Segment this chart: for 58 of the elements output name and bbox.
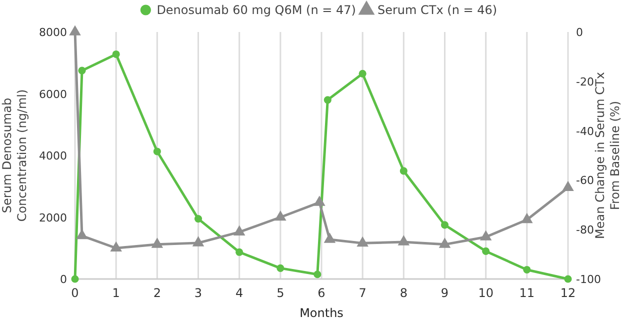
x-tick-label: 7 [358, 286, 366, 300]
point [153, 148, 161, 156]
point [151, 238, 164, 248]
point [480, 230, 492, 240]
point [564, 275, 572, 283]
point [314, 196, 326, 206]
point [314, 270, 322, 278]
point [194, 215, 202, 223]
x-tick-label: 0 [71, 286, 79, 300]
point [438, 238, 451, 248]
y-axis-title: Serum Denosumab Concentration (ng/ml) [0, 89, 29, 222]
point [440, 221, 449, 229]
y-tick-label: 8000 [39, 26, 67, 39]
point [398, 235, 410, 246]
y-tick-label: 2000 [39, 211, 67, 224]
y-tick-label: 6000 [39, 88, 67, 101]
x-tick-label: 2 [153, 286, 161, 300]
point [236, 248, 244, 256]
y2-tick-label: -40 [576, 124, 594, 138]
y-tick-label: 0 [60, 273, 67, 286]
y2-tick-label: -20 [576, 75, 594, 88]
y2-axis-title: Mean Change in Serum CTx From Baseline (%) [593, 72, 622, 239]
point [69, 25, 81, 36]
point [356, 236, 368, 247]
point [71, 275, 79, 283]
x-tick-label: 9 [440, 286, 449, 300]
point [274, 210, 286, 221]
point [233, 225, 246, 236]
point [523, 266, 531, 274]
y2-tick-label: -80 [576, 224, 594, 237]
x-tick-label: 6 [318, 286, 326, 300]
x-tick-label: 1 [112, 286, 120, 300]
x-tick-label: 5 [276, 286, 284, 300]
point [482, 247, 490, 255]
point [562, 180, 574, 192]
point [112, 50, 120, 58]
y2-tick-label: 0 [576, 26, 583, 39]
x-tick-label: 8 [400, 286, 408, 300]
legend-label: Serum CTx (n = 46) [378, 3, 498, 17]
point [110, 241, 122, 252]
point [400, 167, 408, 175]
point [276, 264, 284, 272]
y2-tick-label: -60 [576, 174, 594, 188]
x-tick-label: 12 [560, 286, 576, 300]
y-tick-label: 4000 [39, 150, 67, 162]
y2-tick-label: -100 [576, 273, 601, 286]
x-tick-label: 4 [236, 286, 244, 300]
point [521, 212, 533, 224]
x-tick-label: 10 [478, 286, 494, 300]
legend-label: Denosumab 60 mg Q6M (n = 47) [156, 3, 356, 17]
point [358, 70, 366, 78]
x-tick-label: 3 [194, 286, 202, 300]
x-axis-title: Months [300, 306, 344, 320]
x-tick-label: 11 [519, 286, 535, 300]
point [192, 236, 204, 246]
point [324, 232, 336, 243]
point [324, 96, 332, 104]
point [78, 66, 86, 74]
